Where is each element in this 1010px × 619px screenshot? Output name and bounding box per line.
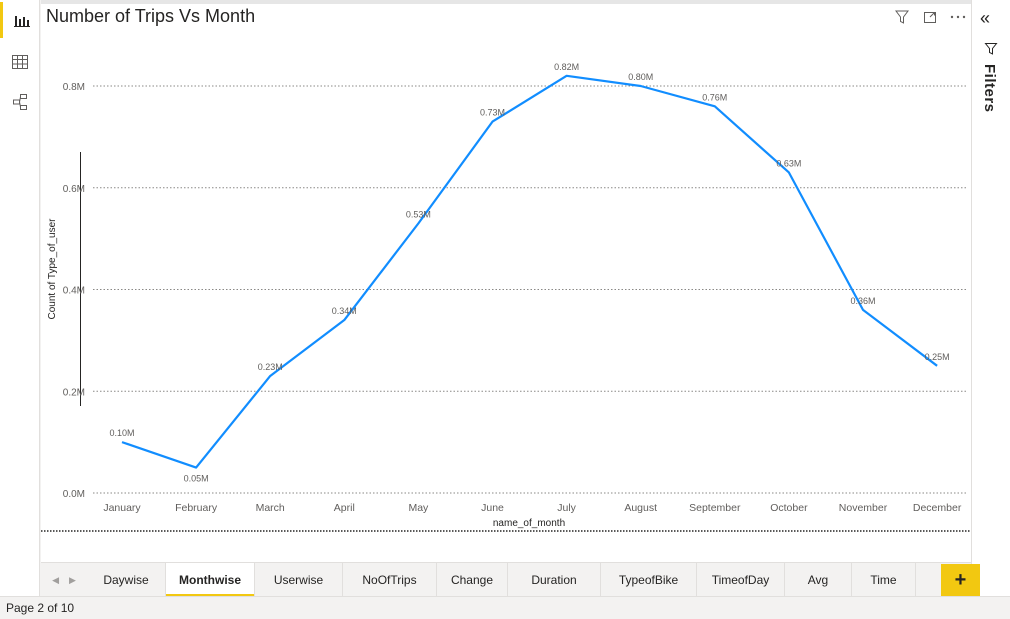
- visual-border-line: [80, 152, 81, 406]
- funnel-icon: [984, 43, 998, 55]
- x-tick-label: September: [689, 502, 741, 514]
- y-tick-label: 0.0M: [63, 489, 85, 500]
- data-point[interactable]: [564, 73, 570, 79]
- page-tabs: Daywise Monthwise Userwise NoOfTrips Change D…: [87, 563, 916, 597]
- report-view-icon: [13, 16, 30, 27]
- x-tick-label: July: [557, 502, 576, 514]
- data-label: 0.10M: [109, 428, 134, 438]
- x-tick-label: October: [770, 502, 808, 514]
- series-line[interactable]: [121, 74, 938, 469]
- data-point[interactable]: [638, 83, 644, 89]
- y-axis-title: Count of Type_of_user: [47, 218, 58, 320]
- tab-time[interactable]: Time: [852, 563, 916, 597]
- next-page-icon[interactable]: ▶: [69, 574, 76, 585]
- page-tabs-bar: ◀ ▶ Daywise Monthwise Userwise NoOfTrips Cha…: [41, 562, 980, 597]
- tab-change[interactable]: Change: [437, 563, 508, 597]
- data-view-icon: [12, 55, 28, 69]
- prev-page-icon[interactable]: ◀: [52, 574, 59, 585]
- x-tick-label: August: [624, 502, 657, 514]
- x-tick-label: June: [481, 502, 504, 514]
- data-label: 0.73M: [480, 108, 505, 118]
- data-label: 0.05M: [184, 474, 209, 484]
- y-tick-label: 0.6M: [63, 184, 85, 195]
- report-view-button[interactable]: [0, 2, 40, 38]
- status-bar: Page 2 of 10: [0, 596, 1010, 619]
- x-tick-label: November: [839, 502, 888, 514]
- page-nav-arrows: ◀ ▶: [41, 563, 87, 597]
- collapse-filters-icon[interactable]: «: [980, 8, 991, 28]
- add-page-button[interactable]: +: [941, 564, 980, 596]
- data-label: 0.25M: [925, 352, 950, 362]
- focus-mode-icon[interactable]: [921, 8, 939, 26]
- data-label: 0.36M: [850, 296, 875, 306]
- visual-header-icons: [893, 8, 967, 26]
- data-point[interactable]: [267, 373, 273, 379]
- tab-timeofday[interactable]: TimeofDay: [697, 563, 785, 597]
- data-point[interactable]: [415, 220, 421, 226]
- x-tick-label: February: [175, 502, 218, 514]
- data-point[interactable]: [712, 103, 718, 109]
- x-tick-label: March: [256, 502, 285, 514]
- data-label: 0.53M: [406, 209, 431, 219]
- y-tick-label: 0.2M: [63, 387, 85, 398]
- data-point[interactable]: [490, 119, 496, 125]
- filter-icon[interactable]: [893, 8, 911, 26]
- data-point[interactable]: [341, 317, 347, 323]
- more-options-icon[interactable]: [949, 8, 967, 26]
- left-rail: [0, 0, 40, 596]
- tab-typeofbike[interactable]: TypeofBike: [601, 563, 697, 597]
- data-label: 0.80M: [628, 72, 653, 82]
- data-label: 0.23M: [258, 362, 283, 372]
- model-view-icon: [13, 94, 27, 110]
- x-tick-label: January: [103, 502, 141, 514]
- data-point[interactable]: [119, 439, 125, 445]
- data-view-button[interactable]: [0, 44, 40, 80]
- y-tick-label: 0.8M: [63, 82, 85, 93]
- x-tick-label: April: [334, 502, 355, 514]
- data-point[interactable]: [193, 465, 199, 471]
- page-indicator: Page 2 of 10: [6, 601, 75, 615]
- y-tick-label: 0.4M: [63, 286, 85, 297]
- data-label: 0.34M: [332, 306, 357, 316]
- data-label: 0.82M: [554, 62, 579, 72]
- visual-title: Number of Trips Vs Month: [46, 6, 256, 26]
- data-label: 0.63M: [776, 158, 801, 168]
- filters-pane: « Filters: [971, 0, 1010, 596]
- tab-monthwise[interactable]: Monthwise: [166, 563, 255, 597]
- filters-label[interactable]: Filters: [981, 64, 998, 113]
- line-chart[interactable]: 0.0M 0.2M 0.4M 0.6M 0.8M Count of Type_of_use…: [41, 4, 971, 562]
- tab-avg[interactable]: Avg: [785, 563, 852, 597]
- tab-nooftrips[interactable]: NoOfTrips: [343, 563, 437, 597]
- data-point[interactable]: [860, 307, 866, 313]
- model-view-button[interactable]: [0, 84, 40, 120]
- x-axis-title: name_of_month: [493, 518, 565, 529]
- tab-daywise[interactable]: Daywise: [87, 563, 166, 597]
- tab-userwise[interactable]: Userwise: [255, 563, 343, 597]
- x-tick-label: May: [408, 502, 429, 514]
- tab-duration[interactable]: Duration: [508, 563, 601, 597]
- report-canvas: Number of Trips Vs Month 0.0M 0.2M 0.4M 0.6…: [41, 0, 971, 562]
- data-label: 0.76M: [702, 92, 727, 102]
- data-point[interactable]: [934, 363, 940, 369]
- x-tick-label: December: [913, 502, 962, 514]
- data-point[interactable]: [786, 169, 792, 175]
